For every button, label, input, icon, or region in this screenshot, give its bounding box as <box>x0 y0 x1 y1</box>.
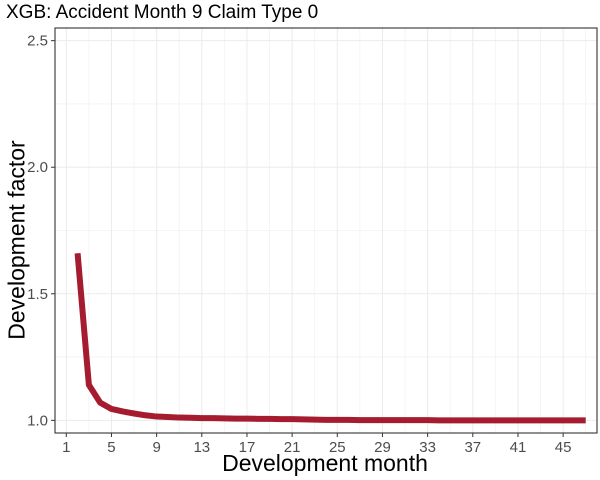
x-tick-label: 25 <box>329 439 346 456</box>
x-tick-label: 33 <box>419 439 436 456</box>
chart-title: XGB: Accident Month 9 Claim Type 0 <box>6 2 319 23</box>
x-tick-label: 13 <box>193 439 210 456</box>
grid-minor <box>55 28 597 433</box>
x-tick-label: 5 <box>107 439 115 456</box>
x-tick-label: 45 <box>555 439 572 456</box>
grid-major <box>55 28 597 433</box>
x-tick-label: 17 <box>239 439 256 456</box>
x-tick-label: 29 <box>374 439 391 456</box>
x-tick-label: 1 <box>62 439 70 456</box>
axis-ticks <box>51 40 564 437</box>
y-tick-label: 1.0 <box>27 412 48 429</box>
x-tick-label: 37 <box>464 439 481 456</box>
y-tick-label: 2.0 <box>27 159 48 176</box>
x-tick-label: 9 <box>152 439 160 456</box>
series-line <box>74 253 586 424</box>
x-tick-label: 41 <box>510 439 527 456</box>
tick-labels: 1 5 9 13 17 21 25 29 33 37 41 45 1.0 1.5 2.0 2.5 <box>27 33 571 456</box>
panel-border <box>54 27 598 434</box>
y-tick-label: 2.5 <box>27 33 48 50</box>
x-axis-title: Development month <box>222 450 428 476</box>
x-tick-label: 21 <box>284 439 301 456</box>
y-tick-label: 1.5 <box>27 286 48 303</box>
series-layer <box>74 253 586 424</box>
